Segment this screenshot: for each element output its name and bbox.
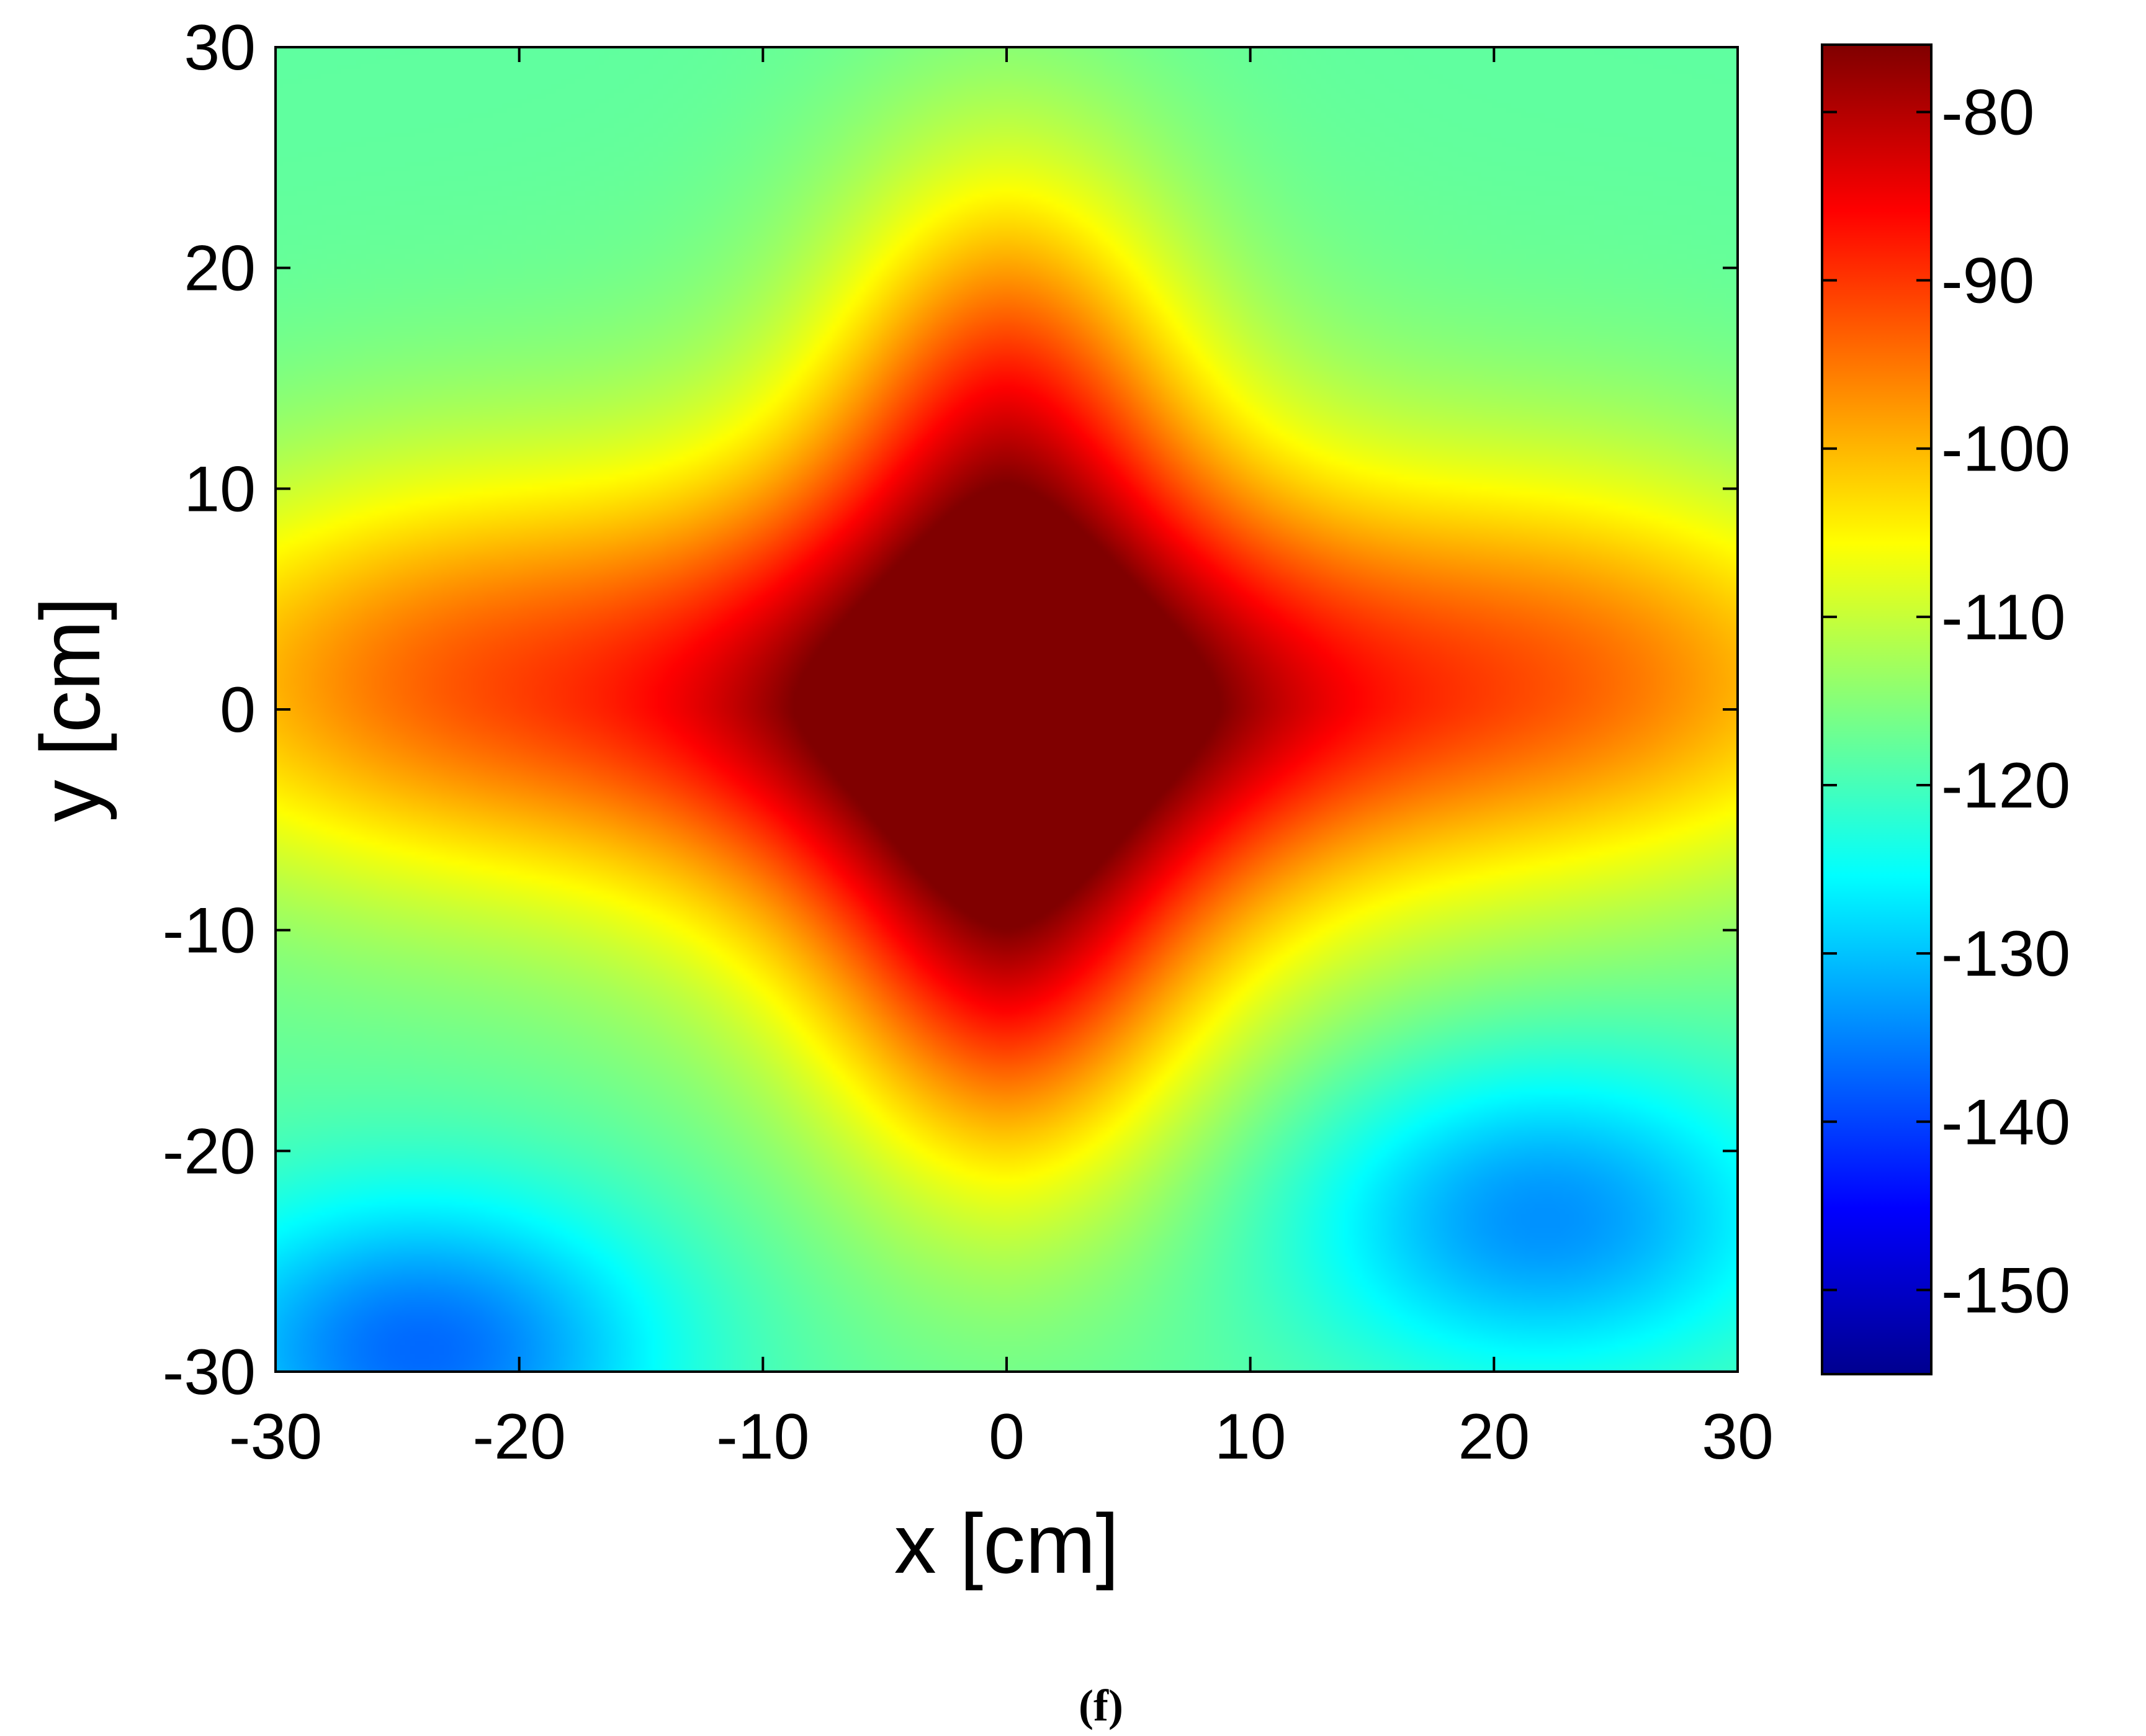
x-tick-label: 10 [1214,1401,1286,1473]
colorbar-tick-label: -110 [1941,582,2065,654]
x-axis-ticks: -30 -20 -10 0 10 20 30 [229,47,1774,1473]
heatmap-image [276,47,1738,1372]
y-tick-label: -10 [163,895,256,967]
y-tick-label: -20 [163,1115,256,1187]
x-tick-label: -10 [716,1401,809,1473]
plot-area: -30 -20 -10 0 10 20 30 30 20 10 0 -10 -20 -30 [163,12,1774,1473]
y-tick-label: 0 [220,674,256,746]
colorbar-ticks: -80 -90 -100 -110 -120 -130 -140 -150 [1822,76,2070,1326]
x-tick-label: 30 [1702,1401,1774,1473]
panel-label: (f) [1079,1681,1123,1730]
colorbar-tick-label: -100 [1941,413,2070,485]
y-tick-label: 20 [184,233,256,305]
y-tick-label: 10 [184,453,256,525]
colorbar-tick-label: -90 [1941,245,2034,317]
colorbar-tick-label: -140 [1941,1086,2070,1158]
y-tick-label: -30 [163,1336,256,1408]
y-axis-ticks: 30 20 10 0 -10 -20 -30 [163,12,1738,1408]
colorbar: -80 -90 -100 -110 -120 -130 -140 -150 [1821,43,2070,1375]
colorbar-gradient [1821,43,1933,1375]
x-tick-label: 0 [989,1401,1025,1473]
colorbar-tick-label: -150 [1941,1254,2070,1326]
y-tick-label: 30 [184,12,256,84]
x-axis-label: x [cm] [894,1496,1120,1591]
x-tick-label: -20 [473,1401,566,1473]
colorbar-tick-label: -130 [1941,918,2070,990]
x-tick-label: -30 [229,1401,322,1473]
colorbar-tick-label: -80 [1941,76,2034,148]
y-axis-label: y [cm] [23,597,117,822]
x-tick-label: 20 [1458,1401,1530,1473]
colorbar-tick-label: -120 [1941,750,2070,822]
